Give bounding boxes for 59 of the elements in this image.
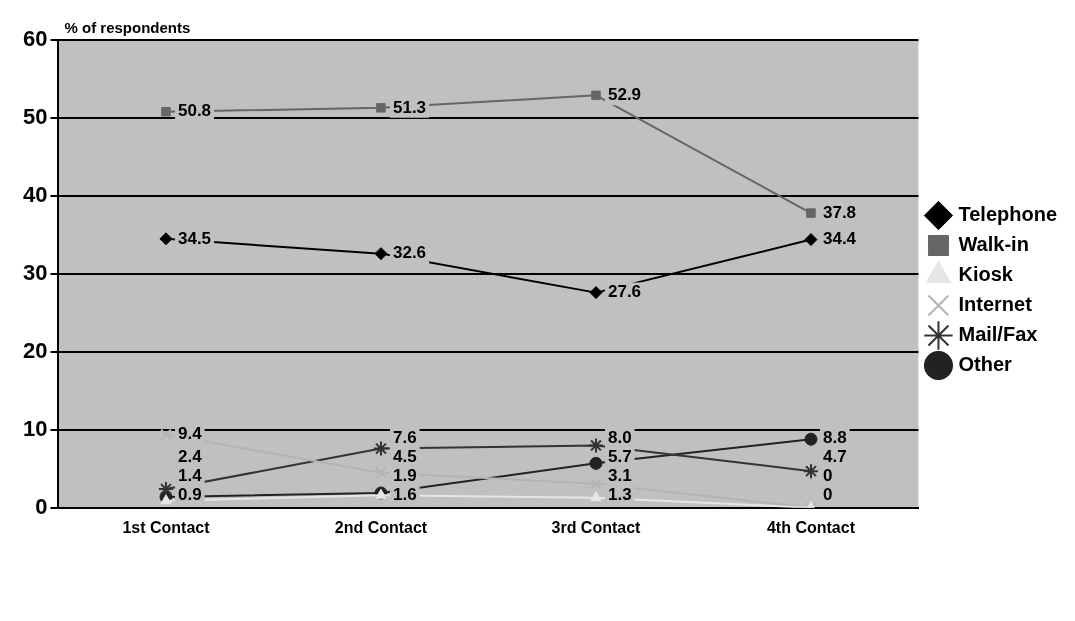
- x-tick-label: 1st Contact: [122, 518, 211, 536]
- legend-label: Internet: [958, 293, 1033, 316]
- data-label: 27.6: [607, 282, 642, 302]
- legend-label: Telephone: [958, 203, 1058, 226]
- legend-label: Other: [958, 353, 1013, 376]
- y-tick-label: 10: [22, 415, 48, 441]
- data-label: 1.9: [392, 466, 417, 486]
- y-tick-label: 50: [22, 104, 48, 130]
- data-label: 37.8: [822, 202, 857, 222]
- y-axis-title: % of respondents: [64, 18, 191, 36]
- data-label: 0: [822, 466, 833, 486]
- point: [589, 286, 603, 300]
- data-label: 4.5: [392, 447, 417, 467]
- data-label: 34.5: [177, 228, 212, 248]
- y-tick-label: 20: [22, 337, 48, 363]
- y-tick-label: 30: [22, 259, 48, 285]
- data-label: 51.3: [392, 97, 427, 117]
- data-label: 34.4: [822, 229, 857, 249]
- data-label: 2.4: [177, 447, 203, 467]
- point: [590, 491, 602, 502]
- point: [804, 432, 818, 446]
- point: [160, 494, 172, 505]
- point: [590, 477, 602, 490]
- data-label: 1.4: [177, 466, 203, 486]
- data-label: 7.6: [392, 428, 417, 448]
- y-tick-label: 0: [35, 493, 48, 519]
- point: [589, 456, 603, 470]
- point: [160, 428, 172, 441]
- point: [376, 103, 386, 113]
- data-label: 3.1: [607, 466, 632, 486]
- point: [161, 106, 171, 117]
- point: [806, 208, 816, 218]
- x-tick-label: 3rd Contact: [551, 518, 642, 536]
- point: [587, 437, 604, 454]
- data-label: 0: [822, 485, 833, 505]
- legend-label: Walk-in: [958, 233, 1029, 256]
- data-label: 5.7: [607, 447, 632, 467]
- data-label: 50.8: [177, 101, 212, 121]
- y-tick-label: 40: [22, 182, 48, 207]
- point: [591, 90, 601, 101]
- data-label: 4.7: [822, 447, 847, 467]
- data-label: 32.6: [392, 243, 427, 263]
- point: [374, 247, 388, 261]
- data-label: 1.3: [607, 485, 632, 505]
- data-label: 8.8: [822, 428, 847, 448]
- x-tick-label: 2nd Contact: [334, 518, 428, 536]
- point: [802, 463, 819, 480]
- data-label: 1.6: [392, 485, 417, 505]
- point: [804, 233, 818, 247]
- point: [372, 440, 389, 457]
- x-tick-label: 4th Contact: [766, 518, 856, 536]
- legend-label: Kiosk: [958, 263, 1014, 286]
- legend-label: Mail/Fax: [958, 323, 1038, 346]
- data-label: 52.9: [607, 85, 642, 105]
- data-label: 9.4: [177, 424, 203, 444]
- point: [159, 232, 173, 246]
- data-label: 0.9: [177, 485, 202, 505]
- y-tick-label: 60: [22, 26, 48, 52]
- data-label: 8.0: [607, 428, 632, 448]
